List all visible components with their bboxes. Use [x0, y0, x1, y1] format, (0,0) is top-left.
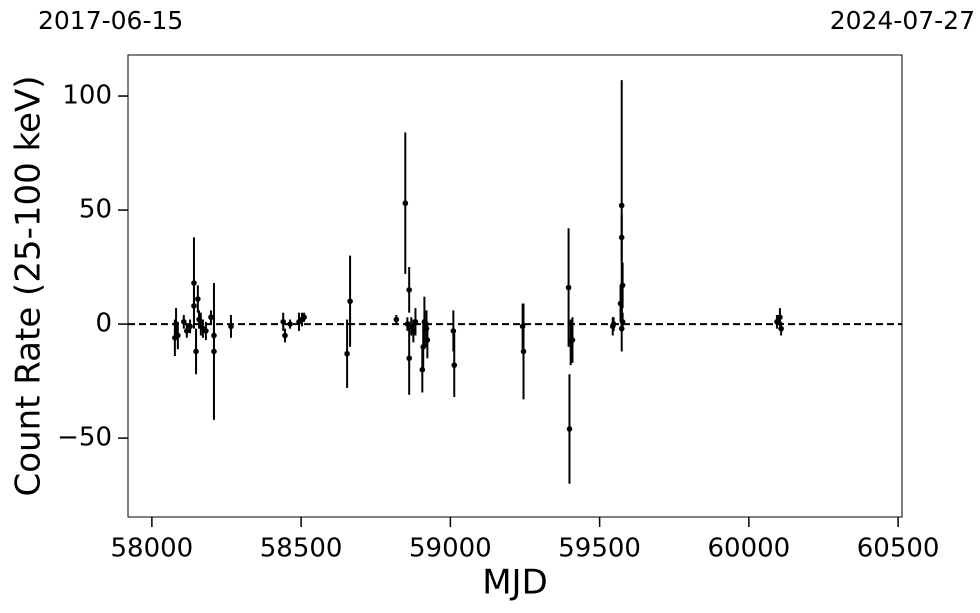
data-point: [408, 323, 415, 330]
data-point: [610, 321, 617, 327]
y-tick-label: 0: [95, 309, 112, 339]
x-tick-label: 58500: [260, 534, 343, 564]
y-tick-label: −50: [57, 423, 112, 453]
data-point: [519, 323, 526, 330]
data-point: [228, 323, 234, 330]
data-point: [618, 325, 625, 332]
x-tick-label: 59000: [409, 534, 492, 564]
y-tick-label: 50: [79, 195, 112, 225]
data-point: [424, 337, 431, 343]
data-point: [195, 296, 201, 302]
data-point: [203, 328, 209, 334]
data-point: [393, 316, 400, 323]
data-point: [565, 284, 572, 291]
data-point: [569, 337, 576, 343]
data-point: [301, 314, 307, 321]
data-point: [450, 328, 457, 334]
data-point: [211, 332, 217, 339]
top-date-left: 2017-06-15: [38, 6, 183, 35]
data-point: [280, 319, 287, 325]
data-point: [566, 426, 573, 432]
data-point: [198, 321, 204, 327]
y-axis-label: Count Rate (25-100 keV): [9, 76, 49, 497]
data-point: [421, 319, 428, 325]
data-point: [619, 319, 626, 325]
data-point: [419, 366, 426, 373]
data-point: [175, 332, 181, 339]
data-point: [618, 202, 625, 209]
data-point: [617, 300, 624, 307]
data-point: [287, 321, 293, 327]
x-tick-label: 60500: [857, 534, 940, 564]
data-point: [778, 325, 784, 332]
data-point: [423, 325, 430, 332]
data-point: [184, 328, 190, 334]
data-point: [211, 348, 217, 355]
plot-frame: [127, 54, 903, 518]
data-point: [402, 200, 409, 207]
data-point: [181, 319, 187, 325]
data-point: [282, 332, 288, 339]
x-tick-label: 59500: [558, 534, 641, 564]
data-point: [406, 287, 412, 293]
data-point: [347, 298, 353, 305]
x-tick-label: 60000: [708, 534, 791, 564]
data-point: [344, 350, 350, 357]
data-point: [774, 319, 780, 325]
data-point: [191, 303, 197, 309]
data-point: [520, 348, 527, 355]
data-point: [619, 282, 626, 289]
data-point: [410, 328, 417, 334]
data-point: [777, 314, 783, 321]
data-point: [208, 314, 214, 321]
data-point: [196, 316, 202, 323]
data-point: [187, 323, 193, 330]
data-point: [193, 348, 199, 355]
data-point: [406, 355, 412, 362]
top-date-right: 2024-07-27: [830, 6, 975, 35]
data-point: [191, 280, 197, 286]
data-point: [618, 234, 625, 241]
data-point: [412, 319, 419, 325]
data-point: [451, 362, 458, 368]
x-tick-label: 58000: [111, 534, 194, 564]
x-axis-label: MJD: [482, 563, 548, 603]
data-point: [420, 344, 427, 350]
y-tick-label: 100: [62, 81, 112, 111]
data-point: [173, 321, 179, 327]
